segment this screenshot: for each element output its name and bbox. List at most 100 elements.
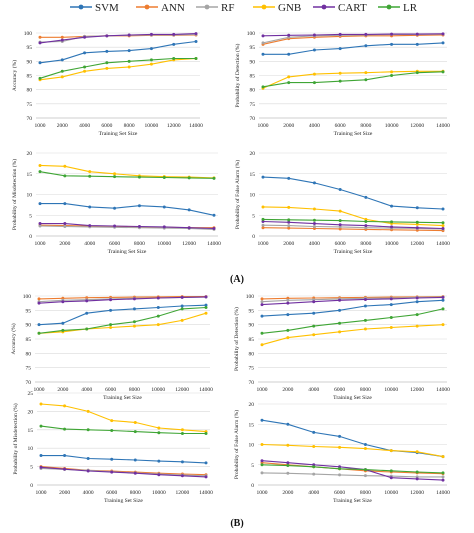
x-tick-label: 1000 (34, 387, 45, 393)
series-line (261, 472, 443, 478)
data-point (441, 41, 445, 45)
legend-marker (144, 4, 150, 10)
data-point (312, 333, 316, 337)
x-tick-label: 14000 (436, 123, 450, 129)
data-point (156, 323, 160, 327)
series-lr (261, 70, 445, 89)
chart-B-detection: 70 75 80 85 90 95 100 1000 2000 4000 6000 8000 10000… (233, 294, 450, 401)
series-line (40, 223, 215, 230)
data-point (338, 71, 342, 75)
data-point (113, 206, 117, 210)
data-point (260, 418, 264, 422)
data-point (390, 70, 394, 74)
y-tick-label: 95 (249, 308, 255, 314)
data-point (415, 296, 419, 300)
data-point (38, 41, 42, 45)
data-point (149, 32, 153, 36)
data-point (180, 318, 184, 322)
data-point (204, 295, 208, 299)
y-tick-label: 5 (29, 213, 32, 219)
data-point (364, 224, 368, 228)
data-point (338, 223, 342, 227)
data-point (390, 225, 394, 229)
data-point (261, 34, 265, 38)
legend-item-svm: SVM (70, 2, 119, 14)
x-tick-label: 6000 (335, 123, 346, 129)
x-tick-label: 12000 (410, 123, 424, 129)
panel-label-a: (A) (230, 274, 244, 285)
data-point (312, 311, 316, 315)
series-gnb (260, 323, 445, 347)
data-point (312, 33, 316, 37)
data-point (194, 40, 198, 43)
y-tick-label: 10 (27, 193, 33, 199)
data-point (260, 314, 264, 318)
data-point (149, 58, 153, 62)
series-cart (261, 32, 445, 38)
series-line (38, 312, 207, 334)
data-point (441, 221, 445, 225)
data-point (415, 42, 419, 46)
data-point (38, 170, 42, 174)
series-lr (39, 424, 208, 435)
data-point (133, 471, 137, 475)
y-tick-label: 80 (26, 351, 32, 357)
series-line (261, 460, 444, 481)
data-point (60, 38, 64, 42)
data-point (37, 323, 41, 327)
series-gnb (261, 205, 445, 228)
data-point (38, 224, 42, 228)
series-cart (39, 465, 208, 479)
series-line (262, 70, 443, 89)
data-point (83, 65, 87, 69)
data-point (260, 303, 264, 307)
data-point (180, 474, 184, 478)
x-tick-label: 2000 (282, 490, 293, 496)
series-line (38, 296, 206, 300)
data-point (286, 313, 290, 317)
data-point (86, 457, 90, 461)
data-point (63, 224, 67, 228)
x-tick-label: 6000 (106, 490, 117, 496)
y-tick-label: 75 (249, 366, 255, 372)
y-tick-label: 70 (26, 380, 32, 386)
y-tick-label: 100 (247, 31, 256, 37)
data-point (172, 42, 176, 46)
x-tick-label: 1000 (258, 123, 269, 129)
y-tick-label: 20 (27, 151, 33, 157)
data-point (286, 471, 290, 475)
data-point (88, 170, 92, 174)
data-point (312, 224, 316, 228)
data-point (441, 227, 445, 231)
x-tick-label: 2000 (57, 123, 68, 129)
data-point (415, 300, 419, 304)
x-tick-label: 10000 (385, 241, 399, 247)
x-tick-label: 10000 (151, 387, 165, 393)
y-tick-label: 15 (27, 172, 33, 178)
data-point (363, 468, 367, 472)
series-line (261, 308, 444, 334)
data-point (312, 48, 316, 52)
x-axis-title: Training Set Size (108, 249, 147, 255)
data-point (133, 430, 137, 434)
data-point (415, 71, 419, 75)
data-point (132, 307, 136, 311)
legend-label: GNB (278, 2, 301, 14)
data-point (63, 164, 67, 168)
x-tick-label: 10000 (152, 490, 166, 496)
data-point (441, 207, 445, 211)
chart-A-falsealarm: 0 5 10 15 20 1000 2000 4000 6000 8000 10000 12000 14… (234, 151, 450, 255)
data-point (194, 32, 198, 36)
data-point (441, 323, 445, 327)
data-point (415, 32, 419, 36)
legend-label: SVM (95, 2, 119, 14)
data-point (187, 176, 191, 180)
y-axis-title: Probability of Misdetection (%) (11, 159, 18, 230)
data-point (261, 85, 265, 89)
data-point (162, 205, 166, 209)
data-point (133, 420, 137, 424)
data-point (338, 434, 342, 438)
series-cart (38, 32, 198, 45)
series-svm (37, 303, 208, 327)
